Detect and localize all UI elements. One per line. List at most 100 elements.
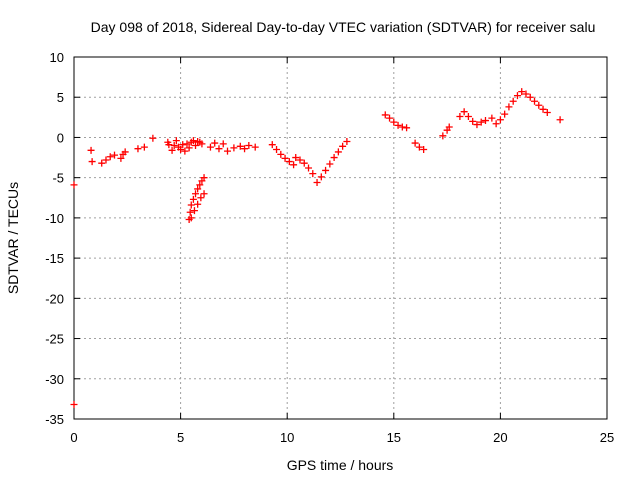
data-point: [339, 142, 347, 150]
x-tick-label: 25: [600, 430, 614, 445]
data-point: [102, 156, 110, 164]
data-point: [219, 140, 227, 148]
data-point: [200, 190, 208, 198]
data-point: [245, 141, 253, 149]
data-point: [172, 137, 180, 145]
data-point: [165, 141, 173, 149]
data-point: [106, 153, 114, 161]
data-point: [192, 190, 200, 198]
data-point: [206, 143, 214, 151]
data-point: [70, 401, 78, 409]
data-point: [196, 181, 204, 189]
data-point: [70, 181, 78, 189]
data-point: [98, 159, 106, 167]
data-point: [121, 148, 129, 156]
data-point: [194, 200, 202, 208]
y-tick-label: -10: [45, 211, 64, 226]
x-tick-label: 10: [280, 430, 294, 445]
data-point: [215, 145, 223, 153]
y-axis: 10 5 0 -5 -10 -15 -20 -25 -30 -35: [45, 50, 607, 427]
data-point: [140, 143, 148, 151]
data-point: [296, 156, 304, 164]
data-point: [88, 158, 96, 166]
data-point: [181, 147, 189, 155]
data-point: [386, 114, 394, 122]
data-point: [189, 195, 197, 203]
chart-title: Day 098 of 2018, Sidereal Day-to-day VTE…: [91, 19, 596, 35]
x-tick-label: 20: [493, 430, 507, 445]
data-point: [189, 137, 197, 145]
data-point: [305, 164, 313, 172]
data-point: [87, 146, 95, 154]
data-point: [505, 103, 513, 111]
data-point: [381, 111, 389, 119]
data-point: [469, 117, 477, 125]
data-point: [411, 139, 419, 147]
data-point: [192, 141, 200, 149]
y-tick-label: -15: [45, 251, 64, 266]
y-tick-label: -20: [45, 291, 64, 306]
data-point: [292, 154, 300, 162]
data-point: [456, 113, 464, 121]
data-point: [322, 166, 330, 174]
data-point: [300, 159, 308, 167]
y-axis-label: SDTVAR / TECUs: [5, 182, 21, 294]
data-point: [185, 144, 193, 152]
data-point: [179, 141, 187, 149]
data-point: [445, 123, 453, 131]
data-point: [543, 109, 551, 117]
data-point: [394, 121, 402, 129]
data-point: [460, 108, 468, 116]
data-point: [531, 97, 539, 105]
data-point: [477, 118, 485, 126]
data-point: [535, 101, 543, 109]
data-point: [241, 145, 249, 153]
data-point: [390, 118, 398, 126]
data-point: [403, 124, 411, 132]
x-tick-label: 0: [70, 430, 77, 445]
data-point: [420, 146, 428, 154]
data-point: [464, 113, 472, 121]
data-point: [313, 178, 321, 186]
y-tick-label: 5: [57, 90, 64, 105]
y-tick-label: 10: [50, 50, 64, 65]
y-tick-label: 0: [57, 130, 64, 145]
x-tick-label: 5: [177, 430, 184, 445]
grid: [74, 57, 607, 419]
data-point: [513, 92, 521, 100]
data-point: [251, 143, 259, 151]
data-point: [149, 134, 157, 142]
data-point: [187, 214, 195, 222]
data-point: [309, 170, 317, 178]
data-point: [111, 151, 119, 159]
x-axis: 0 5 10 15 20 25: [70, 57, 614, 445]
data-point: [526, 93, 534, 101]
y-tick-label: -30: [45, 372, 64, 387]
data-point: [177, 146, 185, 154]
data-point: [492, 120, 500, 128]
data-point: [415, 143, 423, 151]
data-point: [224, 147, 232, 155]
data-point: [117, 154, 125, 162]
data-point: [522, 90, 530, 98]
data-point: [197, 194, 205, 202]
data-point: [134, 145, 142, 153]
data-point: [518, 88, 526, 96]
data-point: [211, 139, 219, 147]
data-point: [488, 114, 496, 122]
data-point: [285, 158, 293, 166]
data-point: [290, 161, 298, 169]
data-point: [326, 160, 334, 168]
data-point: [187, 201, 195, 209]
data-point: [398, 123, 406, 131]
data-point: [330, 154, 338, 162]
data-point: [501, 110, 509, 118]
data-point: [186, 208, 194, 216]
x-tick-label: 15: [387, 430, 401, 445]
data-point: [509, 97, 517, 105]
data-point: [190, 207, 198, 215]
data-point: [439, 132, 447, 140]
data-point: [317, 173, 325, 181]
data-point: [194, 185, 202, 193]
data-point: [334, 148, 342, 156]
